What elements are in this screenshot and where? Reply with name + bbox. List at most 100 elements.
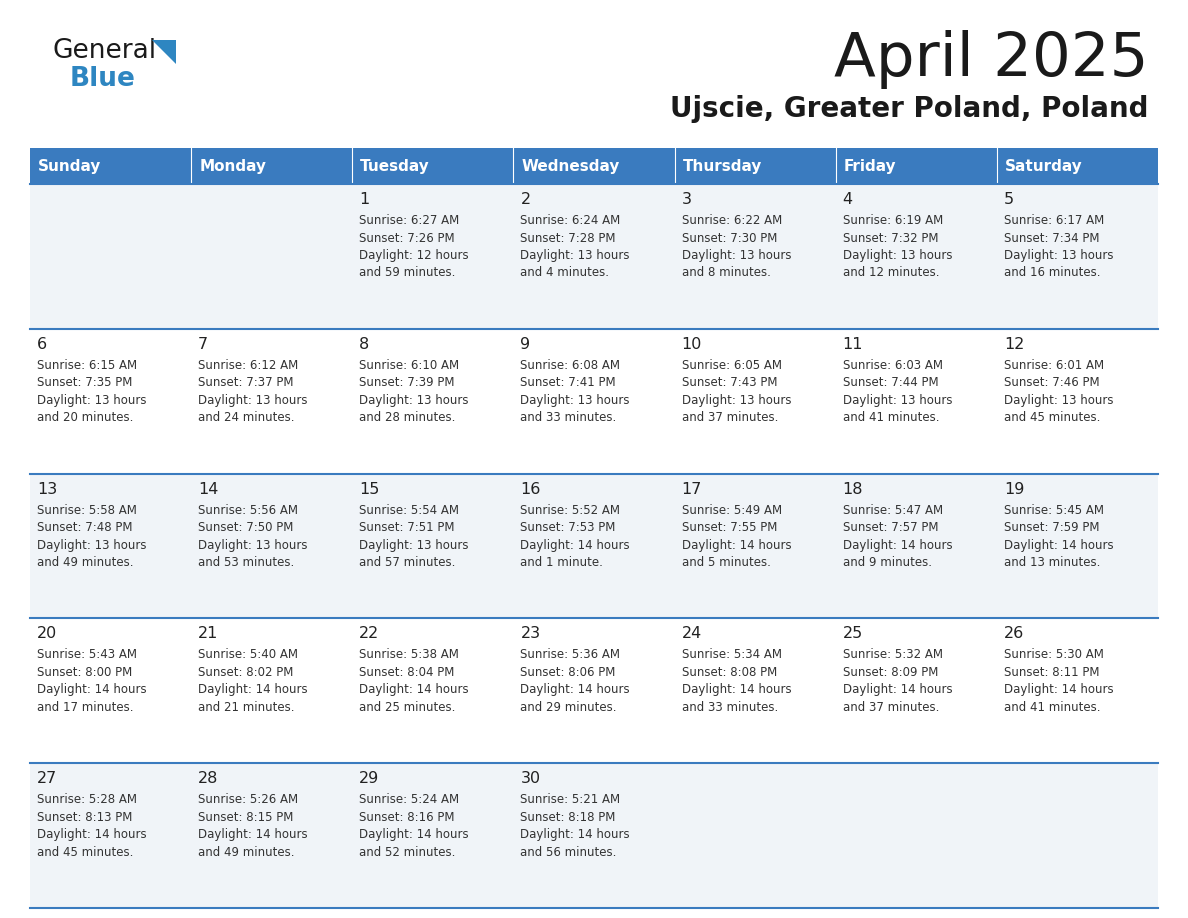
Text: Saturday: Saturday	[1005, 160, 1082, 174]
Bar	[513, 148, 675, 184]
Text: Sunrise: 5:38 AM
Sunset: 8:04 PM
Daylight: 14 hours
and 25 minutes.: Sunrise: 5:38 AM Sunset: 8:04 PM Dayligh…	[359, 648, 469, 714]
Text: Sunrise: 5:43 AM
Sunset: 8:00 PM
Daylight: 14 hours
and 17 minutes.: Sunrise: 5:43 AM Sunset: 8:00 PM Dayligh…	[37, 648, 146, 714]
Bar	[835, 763, 997, 908]
Bar	[675, 148, 835, 184]
Text: Sunrise: 5:21 AM
Sunset: 8:18 PM
Daylight: 14 hours
and 56 minutes.: Sunrise: 5:21 AM Sunset: 8:18 PM Dayligh…	[520, 793, 630, 858]
Text: 18: 18	[842, 482, 864, 497]
Bar	[191, 474, 353, 619]
Text: 17: 17	[682, 482, 702, 497]
Bar	[675, 474, 835, 619]
Text: 1: 1	[359, 192, 369, 207]
Bar	[513, 763, 675, 908]
Text: Sunrise: 6:08 AM
Sunset: 7:41 PM
Daylight: 13 hours
and 33 minutes.: Sunrise: 6:08 AM Sunset: 7:41 PM Dayligh…	[520, 359, 630, 424]
Text: 15: 15	[359, 482, 380, 497]
Text: 22: 22	[359, 626, 379, 642]
Text: 4: 4	[842, 192, 853, 207]
Bar	[191, 619, 353, 763]
Text: 25: 25	[842, 626, 862, 642]
Bar	[835, 184, 997, 329]
Text: 28: 28	[198, 771, 219, 786]
Bar	[835, 474, 997, 619]
Text: Sunrise: 5:32 AM
Sunset: 8:09 PM
Daylight: 14 hours
and 37 minutes.: Sunrise: 5:32 AM Sunset: 8:09 PM Dayligh…	[842, 648, 953, 714]
Text: General: General	[52, 38, 156, 64]
Text: Sunrise: 5:56 AM
Sunset: 7:50 PM
Daylight: 13 hours
and 53 minutes.: Sunrise: 5:56 AM Sunset: 7:50 PM Dayligh…	[198, 504, 308, 569]
Text: 24: 24	[682, 626, 702, 642]
Bar	[353, 619, 513, 763]
Text: 23: 23	[520, 626, 541, 642]
Text: Sunrise: 5:34 AM
Sunset: 8:08 PM
Daylight: 14 hours
and 33 minutes.: Sunrise: 5:34 AM Sunset: 8:08 PM Dayligh…	[682, 648, 791, 714]
Text: Tuesday: Tuesday	[360, 160, 430, 174]
Text: Sunrise: 6:03 AM
Sunset: 7:44 PM
Daylight: 13 hours
and 41 minutes.: Sunrise: 6:03 AM Sunset: 7:44 PM Dayligh…	[842, 359, 953, 424]
Bar	[513, 184, 675, 329]
Bar	[30, 184, 191, 329]
Text: Sunrise: 5:30 AM
Sunset: 8:11 PM
Daylight: 14 hours
and 41 minutes.: Sunrise: 5:30 AM Sunset: 8:11 PM Dayligh…	[1004, 648, 1113, 714]
Text: Sunrise: 5:45 AM
Sunset: 7:59 PM
Daylight: 14 hours
and 13 minutes.: Sunrise: 5:45 AM Sunset: 7:59 PM Dayligh…	[1004, 504, 1113, 569]
Bar	[997, 184, 1158, 329]
Text: 9: 9	[520, 337, 531, 352]
Text: 3: 3	[682, 192, 691, 207]
Text: Sunday: Sunday	[38, 160, 101, 174]
Bar	[191, 184, 353, 329]
Bar	[513, 619, 675, 763]
Bar	[30, 474, 191, 619]
Text: Blue: Blue	[70, 66, 135, 92]
Text: Sunrise: 6:01 AM
Sunset: 7:46 PM
Daylight: 13 hours
and 45 minutes.: Sunrise: 6:01 AM Sunset: 7:46 PM Dayligh…	[1004, 359, 1113, 424]
Text: Sunrise: 6:05 AM
Sunset: 7:43 PM
Daylight: 13 hours
and 37 minutes.: Sunrise: 6:05 AM Sunset: 7:43 PM Dayligh…	[682, 359, 791, 424]
Bar	[353, 763, 513, 908]
Bar	[30, 619, 191, 763]
Bar	[353, 329, 513, 474]
Bar	[997, 763, 1158, 908]
Text: Sunrise: 5:28 AM
Sunset: 8:13 PM
Daylight: 14 hours
and 45 minutes.: Sunrise: 5:28 AM Sunset: 8:13 PM Dayligh…	[37, 793, 146, 858]
Bar	[835, 619, 997, 763]
Bar	[997, 329, 1158, 474]
Text: Sunrise: 5:24 AM
Sunset: 8:16 PM
Daylight: 14 hours
and 52 minutes.: Sunrise: 5:24 AM Sunset: 8:16 PM Dayligh…	[359, 793, 469, 858]
Bar	[997, 619, 1158, 763]
Text: Sunrise: 6:24 AM
Sunset: 7:28 PM
Daylight: 13 hours
and 4 minutes.: Sunrise: 6:24 AM Sunset: 7:28 PM Dayligh…	[520, 214, 630, 279]
Text: Sunrise: 6:12 AM
Sunset: 7:37 PM
Daylight: 13 hours
and 24 minutes.: Sunrise: 6:12 AM Sunset: 7:37 PM Dayligh…	[198, 359, 308, 424]
Text: 20: 20	[37, 626, 57, 642]
Text: 11: 11	[842, 337, 864, 352]
Text: 30: 30	[520, 771, 541, 786]
Text: 12: 12	[1004, 337, 1024, 352]
Text: Ujscie, Greater Poland, Poland: Ujscie, Greater Poland, Poland	[670, 95, 1148, 123]
Text: Sunrise: 5:40 AM
Sunset: 8:02 PM
Daylight: 14 hours
and 21 minutes.: Sunrise: 5:40 AM Sunset: 8:02 PM Dayligh…	[198, 648, 308, 714]
Text: Sunrise: 6:22 AM
Sunset: 7:30 PM
Daylight: 13 hours
and 8 minutes.: Sunrise: 6:22 AM Sunset: 7:30 PM Dayligh…	[682, 214, 791, 279]
Bar	[191, 329, 353, 474]
Text: 29: 29	[359, 771, 379, 786]
Text: April 2025: April 2025	[834, 30, 1148, 89]
Text: 8: 8	[359, 337, 369, 352]
Text: Sunrise: 6:10 AM
Sunset: 7:39 PM
Daylight: 13 hours
and 28 minutes.: Sunrise: 6:10 AM Sunset: 7:39 PM Dayligh…	[359, 359, 469, 424]
Text: 21: 21	[198, 626, 219, 642]
Text: Sunrise: 6:27 AM
Sunset: 7:26 PM
Daylight: 12 hours
and 59 minutes.: Sunrise: 6:27 AM Sunset: 7:26 PM Dayligh…	[359, 214, 469, 279]
Bar	[675, 184, 835, 329]
Text: Sunrise: 6:17 AM
Sunset: 7:34 PM
Daylight: 13 hours
and 16 minutes.: Sunrise: 6:17 AM Sunset: 7:34 PM Dayligh…	[1004, 214, 1113, 279]
Text: Sunrise: 5:49 AM
Sunset: 7:55 PM
Daylight: 14 hours
and 5 minutes.: Sunrise: 5:49 AM Sunset: 7:55 PM Dayligh…	[682, 504, 791, 569]
Text: 16: 16	[520, 482, 541, 497]
Bar	[997, 474, 1158, 619]
Bar	[191, 148, 353, 184]
Text: 7: 7	[198, 337, 208, 352]
Bar	[191, 763, 353, 908]
Bar	[30, 329, 191, 474]
Polygon shape	[152, 40, 176, 64]
Bar	[30, 763, 191, 908]
Text: Sunrise: 5:47 AM
Sunset: 7:57 PM
Daylight: 14 hours
and 9 minutes.: Sunrise: 5:47 AM Sunset: 7:57 PM Dayligh…	[842, 504, 953, 569]
Text: 2: 2	[520, 192, 531, 207]
Text: Friday: Friday	[843, 160, 896, 174]
Text: 5: 5	[1004, 192, 1015, 207]
Text: Sunrise: 5:54 AM
Sunset: 7:51 PM
Daylight: 13 hours
and 57 minutes.: Sunrise: 5:54 AM Sunset: 7:51 PM Dayligh…	[359, 504, 469, 569]
Text: Sunrise: 5:26 AM
Sunset: 8:15 PM
Daylight: 14 hours
and 49 minutes.: Sunrise: 5:26 AM Sunset: 8:15 PM Dayligh…	[198, 793, 308, 858]
Text: Sunrise: 5:52 AM
Sunset: 7:53 PM
Daylight: 14 hours
and 1 minute.: Sunrise: 5:52 AM Sunset: 7:53 PM Dayligh…	[520, 504, 630, 569]
Text: Thursday: Thursday	[683, 160, 762, 174]
Bar	[513, 474, 675, 619]
Text: Sunrise: 6:19 AM
Sunset: 7:32 PM
Daylight: 13 hours
and 12 minutes.: Sunrise: 6:19 AM Sunset: 7:32 PM Dayligh…	[842, 214, 953, 279]
Bar	[675, 329, 835, 474]
Bar	[675, 763, 835, 908]
Text: 6: 6	[37, 337, 48, 352]
Text: 13: 13	[37, 482, 57, 497]
Bar	[835, 148, 997, 184]
Text: Wednesday: Wednesday	[522, 160, 620, 174]
Text: Sunrise: 5:58 AM
Sunset: 7:48 PM
Daylight: 13 hours
and 49 minutes.: Sunrise: 5:58 AM Sunset: 7:48 PM Dayligh…	[37, 504, 146, 569]
Text: 10: 10	[682, 337, 702, 352]
Text: 27: 27	[37, 771, 57, 786]
